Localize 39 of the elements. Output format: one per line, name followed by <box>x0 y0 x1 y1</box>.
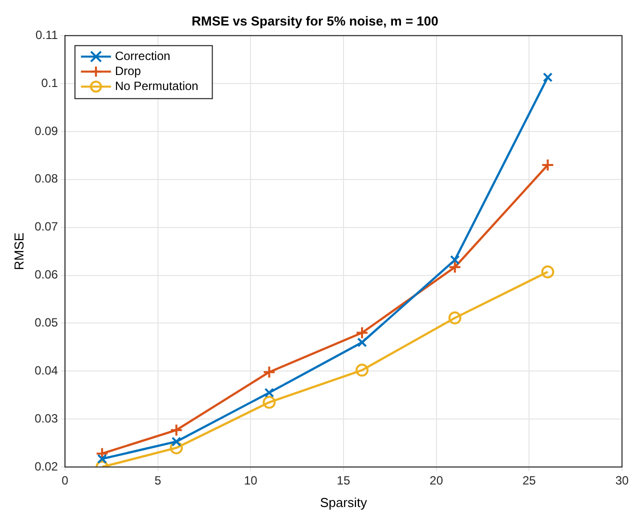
point <box>262 396 276 409</box>
point <box>356 326 369 340</box>
y-tick-label: 0.1 <box>41 76 58 90</box>
x-tick-label: 15 <box>336 474 350 488</box>
x-tick-label: 5 <box>154 474 162 488</box>
point <box>97 454 107 464</box>
point <box>356 364 369 377</box>
y-tick-label: 0.07 <box>34 220 58 234</box>
x-axis-title: Sparsity <box>320 494 368 510</box>
point <box>541 265 554 278</box>
legend-label: Correction <box>114 48 170 63</box>
point <box>448 260 462 274</box>
legend-label: Drop <box>114 64 142 78</box>
x-tick-label: 30 <box>615 474 629 488</box>
point <box>262 366 276 379</box>
y-tick-label: 0.06 <box>34 268 58 282</box>
y-tick-label: 0.02 <box>34 459 58 474</box>
y-tick-label: 0.09 <box>34 124 58 138</box>
point <box>542 72 553 82</box>
legend-label: No Permutation <box>114 78 198 93</box>
y-tick-label: 0.11 <box>35 28 58 42</box>
y-axis-title: RMSE <box>11 232 26 270</box>
point <box>264 388 274 398</box>
y-tick-label: 0.08 <box>34 172 58 186</box>
y-tick-label: 0.05 <box>34 316 58 330</box>
y-tick-label: 0.04 <box>34 363 58 378</box>
point <box>170 424 183 437</box>
chart-title: RMSE vs Sparsity for 5% noise, m = 100 <box>192 13 438 28</box>
x-tick-label: 25 <box>522 474 536 488</box>
point <box>541 158 554 172</box>
y-tick-label: 0.03 <box>34 411 58 426</box>
point <box>171 436 182 446</box>
point <box>170 441 183 454</box>
point <box>357 337 367 348</box>
point <box>448 311 462 324</box>
point <box>450 255 460 265</box>
x-tick-label: 10 <box>244 474 258 488</box>
x-tick-label: 20 <box>430 474 444 488</box>
x-tick-label: 0 <box>62 474 69 488</box>
